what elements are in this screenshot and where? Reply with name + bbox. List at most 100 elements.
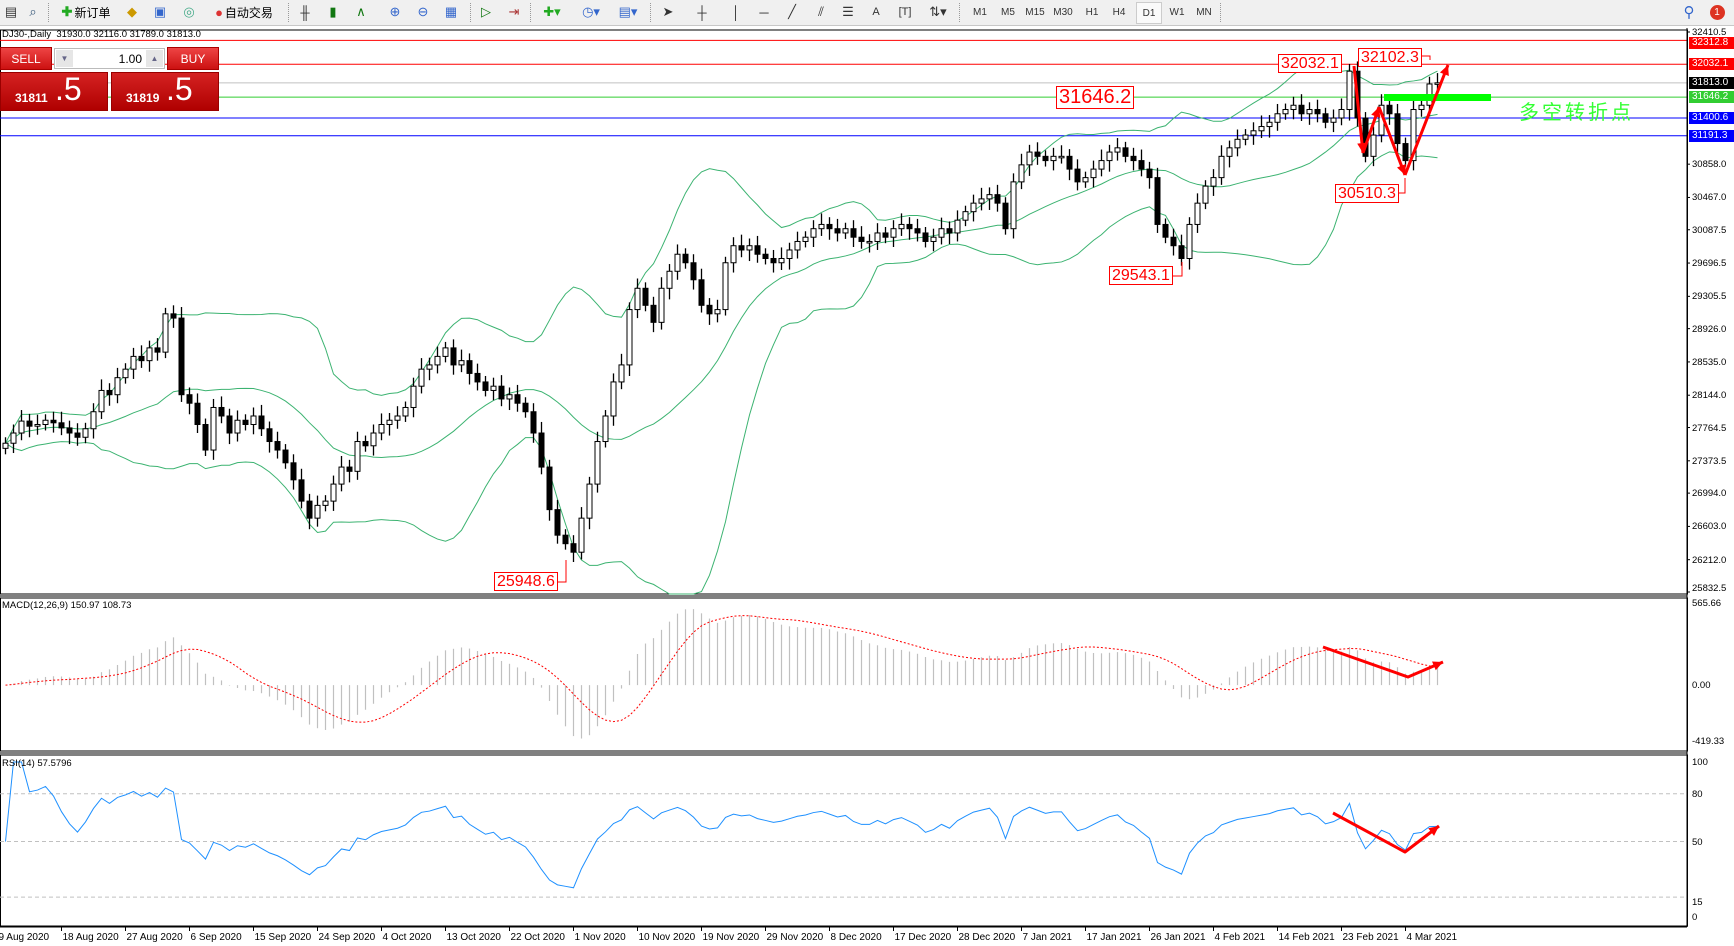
candle-body-bullish xyxy=(842,228,849,234)
line-chart-icon[interactable]: ∧ xyxy=(356,4,366,19)
fibo-retracement-icon[interactable]: ☰ xyxy=(842,4,854,19)
price-arrow-up-1-head xyxy=(1371,107,1381,118)
candle xyxy=(1266,115,1273,138)
candle xyxy=(530,403,537,443)
candle-body-bearish xyxy=(562,534,569,545)
bollinger-middle-band xyxy=(5,113,1438,458)
candle xyxy=(250,407,257,435)
navigator-icon[interactable]: ▣ xyxy=(153,4,167,19)
candle-body-bearish xyxy=(466,360,473,374)
annotation-low-25948[interactable]: 25948.6 xyxy=(494,572,558,591)
fibo-channel-icon[interactable]: ⫽ xyxy=(818,4,824,19)
sell-price-button[interactable]: 31811 .5 xyxy=(0,71,108,111)
vertical-line-icon[interactable]: │ xyxy=(731,4,741,20)
timeframe-h4[interactable]: H4 xyxy=(1112,7,1126,18)
lot-size-input[interactable]: 1.00 xyxy=(118,52,142,66)
candle-body-bearish xyxy=(650,304,657,323)
annotation-high-32032[interactable]: 32032.1 xyxy=(1278,54,1342,73)
candle xyxy=(274,431,281,459)
candle xyxy=(1106,144,1113,172)
candle xyxy=(1258,115,1265,139)
candle xyxy=(962,205,969,227)
candle-body-bullish xyxy=(594,441,601,485)
annotation-low-30510[interactable]: 30510.3 xyxy=(1335,184,1399,203)
lot-decrease-icon[interactable]: ▼ xyxy=(56,50,73,67)
trendline-icon[interactable]: ╱ xyxy=(788,4,796,19)
new-chart-icon[interactable]: ▤ xyxy=(4,4,18,19)
timeframe-m5[interactable]: M5 xyxy=(1001,7,1015,18)
candle-body-bearish xyxy=(58,422,65,429)
candle-body-bullish xyxy=(370,432,377,447)
zoom-out-icon[interactable]: ⊖ xyxy=(417,4,429,19)
sell-button[interactable]: SELL xyxy=(0,47,52,70)
lot-size-stepper[interactable]: ▼ 1.00 ▲ xyxy=(54,48,165,69)
new-order-button[interactable]: ✚ 新订单 xyxy=(56,3,116,21)
candle-body-bullish xyxy=(90,411,97,430)
annotation-high-32102[interactable]: 32102.3 xyxy=(1358,48,1422,67)
periods-icon[interactable]: ◷▾ xyxy=(582,4,600,19)
buy-button[interactable]: BUY xyxy=(167,47,219,70)
chart-shift-icon[interactable]: ⇥ xyxy=(508,4,520,19)
zoom-in-icon[interactable]: ⊕ xyxy=(389,4,401,19)
timeframe-m30[interactable]: M30 xyxy=(1053,7,1073,18)
candle-body-bearish xyxy=(266,428,273,443)
candle-body-bullish xyxy=(434,355,441,366)
pivot-note-text[interactable]: 多空转折点 xyxy=(1519,100,1634,124)
candle-body-bullish xyxy=(98,389,105,413)
annotation-level-31646[interactable]: 31646.2 xyxy=(1056,86,1135,109)
notifications-icon[interactable]: 1 xyxy=(1706,3,1728,21)
candle xyxy=(1218,145,1225,185)
templates-icon[interactable]: ▤▾ xyxy=(618,4,638,19)
terminal-icon[interactable]: ◎ xyxy=(183,4,195,19)
tile-windows-icon[interactable]: ▦ xyxy=(444,4,458,19)
indicators-icon[interactable]: ✚▾ xyxy=(543,4,561,19)
candle xyxy=(946,221,953,245)
date-label: 26 Jan 2021 xyxy=(1150,932,1206,943)
candle-body-bullish xyxy=(1058,155,1065,159)
horizontal-line-icon[interactable]: ─ xyxy=(759,4,769,20)
date-label: 4 Oct 2020 xyxy=(382,932,432,943)
candle-body-bearish xyxy=(1386,104,1393,115)
timeframe-d1[interactable]: D1 xyxy=(1136,2,1162,24)
auto-trading-button[interactable]: ● 自动交易 xyxy=(206,3,282,21)
candle-body-bearish xyxy=(362,441,369,447)
toolbar-separator xyxy=(959,3,961,22)
candle-body-bullish xyxy=(10,432,17,444)
candle-body-bullish xyxy=(1050,155,1057,162)
crosshair-icon[interactable]: ┼ xyxy=(697,4,707,20)
sell-price-pips: .5 xyxy=(55,71,82,107)
candle-body-bullish xyxy=(1202,185,1209,204)
candle xyxy=(1042,150,1049,167)
candle xyxy=(554,499,561,544)
text-label-icon[interactable]: [T] xyxy=(898,6,912,18)
bar-chart-icon[interactable]: ╫ xyxy=(300,4,310,20)
candle-body-bearish xyxy=(858,236,865,242)
market-watch-icon[interactable]: ◆ xyxy=(127,4,137,19)
annotation-low-29543[interactable]: 29543.1 xyxy=(1109,266,1173,285)
timeframe-w1[interactable]: W1 xyxy=(1169,7,1185,18)
candle xyxy=(506,387,513,411)
price-tick-label: 32410.5 xyxy=(1692,27,1727,38)
candle xyxy=(1402,137,1409,167)
text-icon[interactable]: A xyxy=(872,6,880,18)
timeframe-m15[interactable]: M15 xyxy=(1025,7,1045,18)
timeframe-mn[interactable]: MN xyxy=(1196,7,1212,18)
candle-body-bearish xyxy=(274,441,281,451)
candle xyxy=(234,410,241,442)
candle xyxy=(338,456,345,492)
timeframe-h1[interactable]: H1 xyxy=(1085,7,1099,18)
candlestick-icon[interactable]: ▮ xyxy=(329,4,337,19)
date-label: 8 Dec 2020 xyxy=(830,932,882,943)
autoscroll-icon[interactable]: ▷ xyxy=(481,4,491,19)
cursor-icon[interactable]: ➤ xyxy=(662,4,674,19)
price-arrow-down-2-head xyxy=(1396,164,1406,175)
buy-price-button[interactable]: 31819 .5 xyxy=(111,71,219,111)
search-icon[interactable]: ⚲ xyxy=(1683,4,1695,21)
candle xyxy=(50,411,57,433)
zoom-chart-icon[interactable]: ⌕ xyxy=(29,4,37,19)
arrows-icon[interactable]: ⇅▾ xyxy=(929,4,947,19)
candle xyxy=(690,254,697,290)
lot-increase-icon[interactable]: ▲ xyxy=(146,50,163,67)
timeframe-m1[interactable]: M1 xyxy=(973,7,987,18)
